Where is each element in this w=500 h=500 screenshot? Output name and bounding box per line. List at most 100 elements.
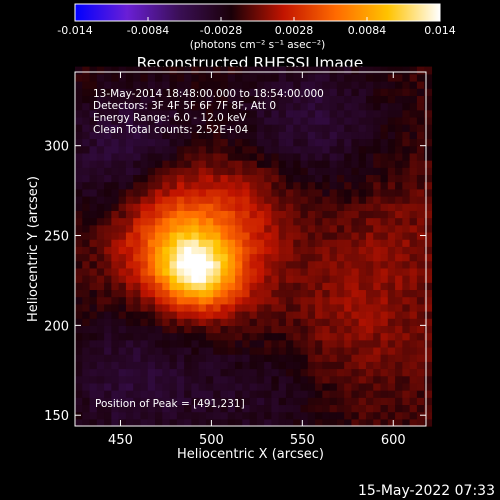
heatmap-cell (402, 361, 411, 370)
heatmap-cell (344, 275, 353, 283)
heatmap-cell (365, 88, 374, 96)
heatmap-cell (191, 339, 200, 348)
heatmap-cell (191, 195, 200, 204)
heatmap-cell (111, 95, 120, 104)
heatmap-cell (256, 303, 265, 312)
heatmap-cell (176, 289, 185, 298)
heatmap-cell (169, 267, 178, 276)
heatmap-cell (140, 195, 149, 204)
heatmap-cell (336, 361, 345, 370)
heatmap-cell (416, 195, 425, 204)
heatmap-cell (409, 346, 418, 355)
heatmap-cell (365, 332, 374, 341)
heatmap-cell (373, 203, 382, 211)
heatmap-cell (402, 325, 411, 334)
heatmap-cell (322, 310, 331, 319)
heatmap-cell (242, 354, 251, 362)
heatmap-cell (213, 404, 222, 413)
heatmap-cell (264, 138, 273, 147)
heatmap-cell (227, 267, 236, 276)
heatmap-cell (402, 138, 411, 147)
heatmap-cell (387, 181, 396, 190)
heatmap-cell (133, 145, 142, 154)
heatmap-cell (75, 124, 83, 132)
heatmap-cell (140, 73, 149, 82)
heatmap-cell (242, 275, 251, 283)
heatmap-cell (256, 73, 265, 82)
heatmap-cell (293, 318, 302, 326)
heatmap-cell (220, 390, 229, 398)
heatmap-cell (307, 152, 316, 161)
heatmap-cell (307, 253, 316, 262)
heatmap-cell (125, 102, 134, 111)
heatmap-cell (315, 188, 323, 197)
heatmap (75, 66, 433, 427)
heatmap-cell (125, 217, 134, 226)
heatmap-cell (118, 88, 127, 96)
x-tick-label: 550 (290, 433, 315, 448)
heatmap-cell (111, 339, 120, 348)
heatmap-cell (424, 217, 433, 226)
heatmap-cell (424, 167, 433, 176)
heatmap-cell (184, 325, 192, 334)
heatmap-cell (380, 217, 389, 226)
heatmap-cell (358, 145, 367, 154)
heatmap-cell (395, 88, 403, 96)
heatmap-cell (307, 303, 316, 312)
heatmap-cell (242, 195, 251, 204)
heatmap-cell (205, 217, 214, 226)
heatmap-cell (409, 224, 418, 233)
heatmap-cell (293, 289, 302, 298)
heatmap-cell (169, 253, 178, 262)
heatmap-cell (351, 217, 360, 226)
heatmap-cell (133, 375, 142, 384)
heatmap-cell (315, 397, 323, 406)
heatmap-cell (205, 152, 214, 161)
heatmap-cell (409, 246, 418, 255)
heatmap-cell (162, 224, 171, 233)
heatmap-cell (227, 318, 236, 326)
heatmap-cell (307, 109, 316, 118)
heatmap-cell (402, 332, 411, 341)
heatmap-cell (256, 109, 265, 118)
heatmap-cell (235, 296, 243, 305)
heatmap-cell (344, 88, 353, 96)
heatmap-cell (307, 411, 316, 420)
heatmap-cell (249, 418, 258, 427)
heatmap-cell (235, 318, 243, 326)
heatmap-cell (133, 267, 142, 276)
heatmap-cell (205, 88, 214, 96)
heatmap-cell (373, 361, 382, 370)
heatmap-cell (365, 282, 374, 291)
heatmap-cell (358, 368, 367, 377)
heatmap-cell (89, 303, 98, 312)
heatmap-cell (75, 167, 83, 176)
heatmap-cell (380, 195, 389, 204)
heatmap-cell (96, 95, 105, 104)
heatmap-cell (133, 332, 142, 341)
heatmap-cell (169, 361, 178, 370)
heatmap-cell (249, 181, 258, 190)
heatmap-cell (89, 325, 98, 334)
heatmap-cell (205, 210, 214, 219)
heatmap-cell (365, 361, 374, 370)
heatmap-cell (380, 102, 389, 111)
heatmap-cell (89, 390, 98, 398)
heatmap-cell (176, 390, 185, 398)
heatmap-cell (409, 73, 418, 82)
heatmap-cell (293, 346, 302, 355)
heatmap-cell (358, 346, 367, 355)
heatmap-cell (184, 188, 192, 197)
heatmap-cell (147, 404, 156, 413)
heatmap-cell (104, 95, 112, 104)
heatmap-cell (82, 231, 91, 240)
heatmap-cell (416, 224, 425, 233)
heatmap-cell (249, 109, 258, 118)
heatmap-cell (329, 145, 338, 154)
heatmap-cell (205, 66, 214, 75)
heatmap-cell (227, 217, 236, 226)
heatmap-cell (198, 224, 207, 233)
heatmap-cell (169, 339, 178, 348)
heatmap-cell (293, 282, 302, 291)
heatmap-cell (198, 368, 207, 377)
